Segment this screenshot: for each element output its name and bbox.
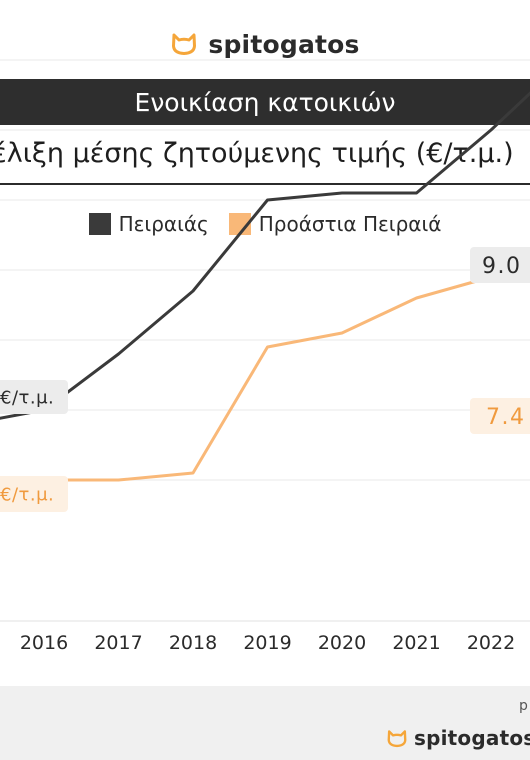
series-line-0 xyxy=(0,91,530,420)
divider xyxy=(0,183,530,185)
cat-logo-icon-small xyxy=(387,729,407,747)
x-tick-label-2021: 2021 xyxy=(392,632,440,654)
footer-caption: p xyxy=(519,698,528,714)
x-tick-label-2016: 2016 xyxy=(20,632,68,654)
data-label-2: 9.0 xyxy=(482,254,522,279)
series-line-1 xyxy=(0,264,530,482)
data-label-box-0 xyxy=(0,380,68,414)
data-label-box-3 xyxy=(470,398,530,434)
legend-label-piraeus: Πειραιάς xyxy=(118,212,209,236)
x-tick-label-2022: 2022 xyxy=(467,632,515,654)
chart-legend: Πειραιάς Προάστια Πειραιά xyxy=(0,208,530,240)
brand-logo-bottom: spitogatos xyxy=(386,724,530,752)
legend-item-piraeus: Πειραιάς xyxy=(88,212,209,236)
cat-logo-icon xyxy=(172,33,197,55)
data-label-box-1 xyxy=(0,476,68,512)
x-tick-label-2019: 2019 xyxy=(243,632,291,654)
data-label-1: €/τ.μ. xyxy=(0,484,54,505)
footer xyxy=(0,686,530,760)
chart-subtitle-text: Εξέλιξη μέσης ζητούμενης τιμής (€/τ.μ.) xyxy=(0,138,514,169)
data-label-0: €/τ.μ. xyxy=(0,387,54,408)
banner-title: Ενοικίαση κατοικιών xyxy=(0,79,530,125)
legend-item-suburbs: Προάστια Πειραιά xyxy=(228,212,442,236)
x-tick-label-2018: 2018 xyxy=(169,632,217,654)
data-label-box-2 xyxy=(470,247,530,283)
x-tick-label-2020: 2020 xyxy=(318,632,366,654)
brand-logo-top: spitogatos xyxy=(0,26,530,62)
brand-name-bottom: spitogatos xyxy=(414,726,530,750)
brand-name: spitogatos xyxy=(208,29,360,59)
line-chart: €/τ.μ. €/τ.μ. 9.0 7.4 2016 2017 2018 2019 2020 2… xyxy=(0,59,530,654)
x-tick-label-2017: 2017 xyxy=(94,632,142,654)
legend-swatch-piraeus xyxy=(88,213,111,235)
chart-subtitle: Εξέλιξη μέσης ζητούμενης τιμής (€/τ.μ.) xyxy=(0,130,530,178)
legend-label-suburbs: Προάστια Πειραιά xyxy=(258,212,442,236)
data-label-3: 7.4 xyxy=(486,405,526,430)
